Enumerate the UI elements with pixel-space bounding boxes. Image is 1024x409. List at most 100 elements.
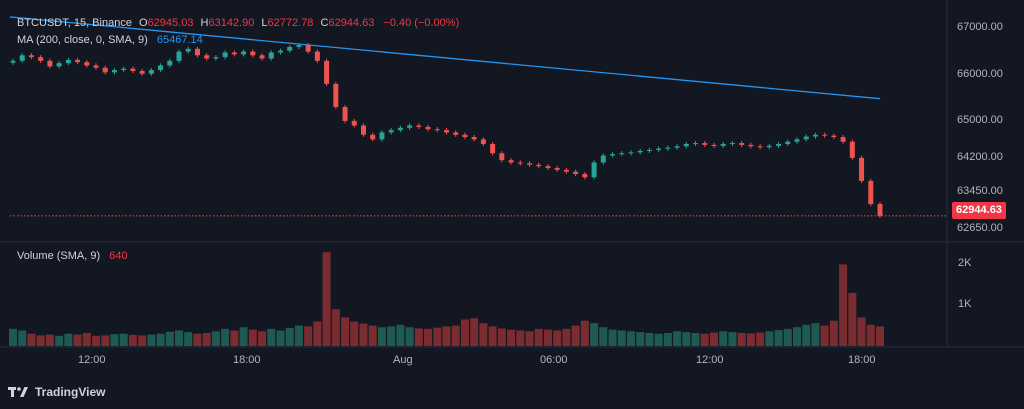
candle-body bbox=[702, 143, 708, 145]
candle-body bbox=[822, 134, 828, 136]
candle-body bbox=[434, 129, 440, 131]
candle-body bbox=[47, 60, 53, 67]
candle-body bbox=[803, 136, 809, 140]
candle-body bbox=[545, 166, 551, 169]
volume-bar bbox=[184, 332, 193, 346]
change-value: −0.40 (−0.00%) bbox=[383, 17, 460, 29]
candles-layer bbox=[10, 43, 883, 218]
volume-bar bbox=[101, 335, 110, 346]
volume-bar bbox=[350, 321, 359, 346]
volume-bar bbox=[654, 333, 663, 346]
candle-body bbox=[65, 59, 71, 64]
volume-layer bbox=[9, 252, 884, 346]
time-tick-label: 12:00 bbox=[78, 354, 106, 366]
volume-bar bbox=[534, 328, 543, 346]
volume-bar bbox=[147, 334, 156, 346]
volume-bar bbox=[626, 331, 635, 346]
candle-body bbox=[490, 143, 496, 154]
price-tick-label: 64200.00 bbox=[957, 150, 1003, 163]
candle-body bbox=[139, 70, 145, 74]
volume-bar bbox=[682, 332, 691, 346]
volume-bar bbox=[396, 324, 405, 346]
candle-body bbox=[158, 65, 164, 71]
volume-bar bbox=[802, 324, 811, 346]
volume-bar bbox=[516, 330, 525, 346]
volume-bar bbox=[829, 320, 838, 346]
candle-body bbox=[397, 127, 403, 131]
candle-body bbox=[739, 143, 745, 145]
volume-bar bbox=[525, 331, 534, 346]
candle-body bbox=[10, 60, 16, 63]
candle-body bbox=[656, 148, 662, 150]
candle-body bbox=[56, 63, 62, 67]
volume-bar bbox=[27, 333, 36, 346]
volume-bar bbox=[248, 329, 257, 346]
volume-bar bbox=[230, 330, 239, 346]
time-tick-label: 06:00 bbox=[540, 354, 568, 366]
time-tick-label: 12:00 bbox=[696, 354, 724, 366]
volume-bar bbox=[848, 292, 857, 346]
tradingview-logo[interactable]: TradingView bbox=[8, 384, 105, 400]
candle-body bbox=[812, 134, 818, 137]
volume-bar bbox=[783, 328, 792, 346]
candle-body bbox=[213, 57, 219, 59]
candle-body bbox=[296, 45, 302, 47]
ma-label: MA (200, close, 0, SMA, 9) bbox=[17, 34, 148, 46]
ma-line bbox=[9, 16, 881, 100]
ma-legend[interactable]: MA (200, close, 0, SMA, 9) 65467.14 bbox=[17, 33, 203, 47]
volume-bar bbox=[294, 325, 303, 346]
volume-bar bbox=[590, 323, 599, 346]
volume-bar bbox=[9, 328, 17, 346]
volume-bar bbox=[18, 330, 27, 346]
volume-bar bbox=[673, 331, 682, 346]
time-tick-label: 18:00 bbox=[848, 354, 876, 366]
volume-legend[interactable]: Volume (SMA, 9) 640 bbox=[17, 249, 128, 263]
volume-bar bbox=[92, 335, 101, 346]
volume-bar bbox=[497, 328, 506, 346]
volume-bar bbox=[285, 328, 294, 346]
candle-body bbox=[536, 164, 542, 167]
volume-bar bbox=[45, 334, 54, 346]
volume-bar bbox=[811, 323, 820, 346]
volume-tick-label: 1K bbox=[958, 298, 972, 311]
candle-body bbox=[351, 120, 357, 126]
candle-body bbox=[102, 67, 108, 73]
volume-bar bbox=[663, 332, 672, 346]
volume-bar bbox=[73, 334, 82, 346]
candle-body bbox=[840, 137, 846, 142]
volume-bar bbox=[719, 331, 728, 346]
volume-bar bbox=[636, 332, 645, 346]
high-value: 63142.90 bbox=[208, 17, 255, 29]
candle-body bbox=[480, 139, 486, 144]
candle-body bbox=[241, 51, 247, 55]
volume-bar bbox=[175, 330, 184, 346]
price-tick-label: 66000.00 bbox=[957, 67, 1003, 80]
candle-body bbox=[674, 146, 680, 148]
moving-average-layer bbox=[9, 16, 947, 217]
volume-bar bbox=[239, 327, 248, 346]
candle-body bbox=[757, 146, 763, 148]
volume-bar bbox=[599, 327, 608, 346]
volume-bar bbox=[792, 327, 801, 346]
candle-body bbox=[75, 59, 81, 63]
volume-bar bbox=[258, 331, 267, 346]
volume-bar bbox=[460, 319, 469, 346]
candle-body bbox=[130, 68, 136, 71]
candle-body bbox=[425, 126, 431, 130]
candle-body bbox=[314, 51, 320, 61]
candle-body bbox=[185, 48, 191, 52]
candle-body bbox=[499, 153, 505, 161]
candle-body bbox=[19, 55, 25, 61]
candle-body bbox=[277, 50, 283, 53]
volume-bar bbox=[128, 334, 137, 346]
candle-body bbox=[167, 60, 173, 66]
candle-body bbox=[563, 169, 569, 172]
symbol-legend[interactable]: BTCUSDT, 15, Binance O62945.03 H63142.90… bbox=[17, 16, 459, 30]
volume-bar bbox=[193, 333, 202, 346]
candle-body bbox=[628, 152, 634, 154]
volume-bar bbox=[387, 326, 396, 346]
tradingview-icon bbox=[8, 387, 28, 397]
candle-body bbox=[729, 143, 735, 145]
brand-name: TradingView bbox=[35, 385, 106, 399]
